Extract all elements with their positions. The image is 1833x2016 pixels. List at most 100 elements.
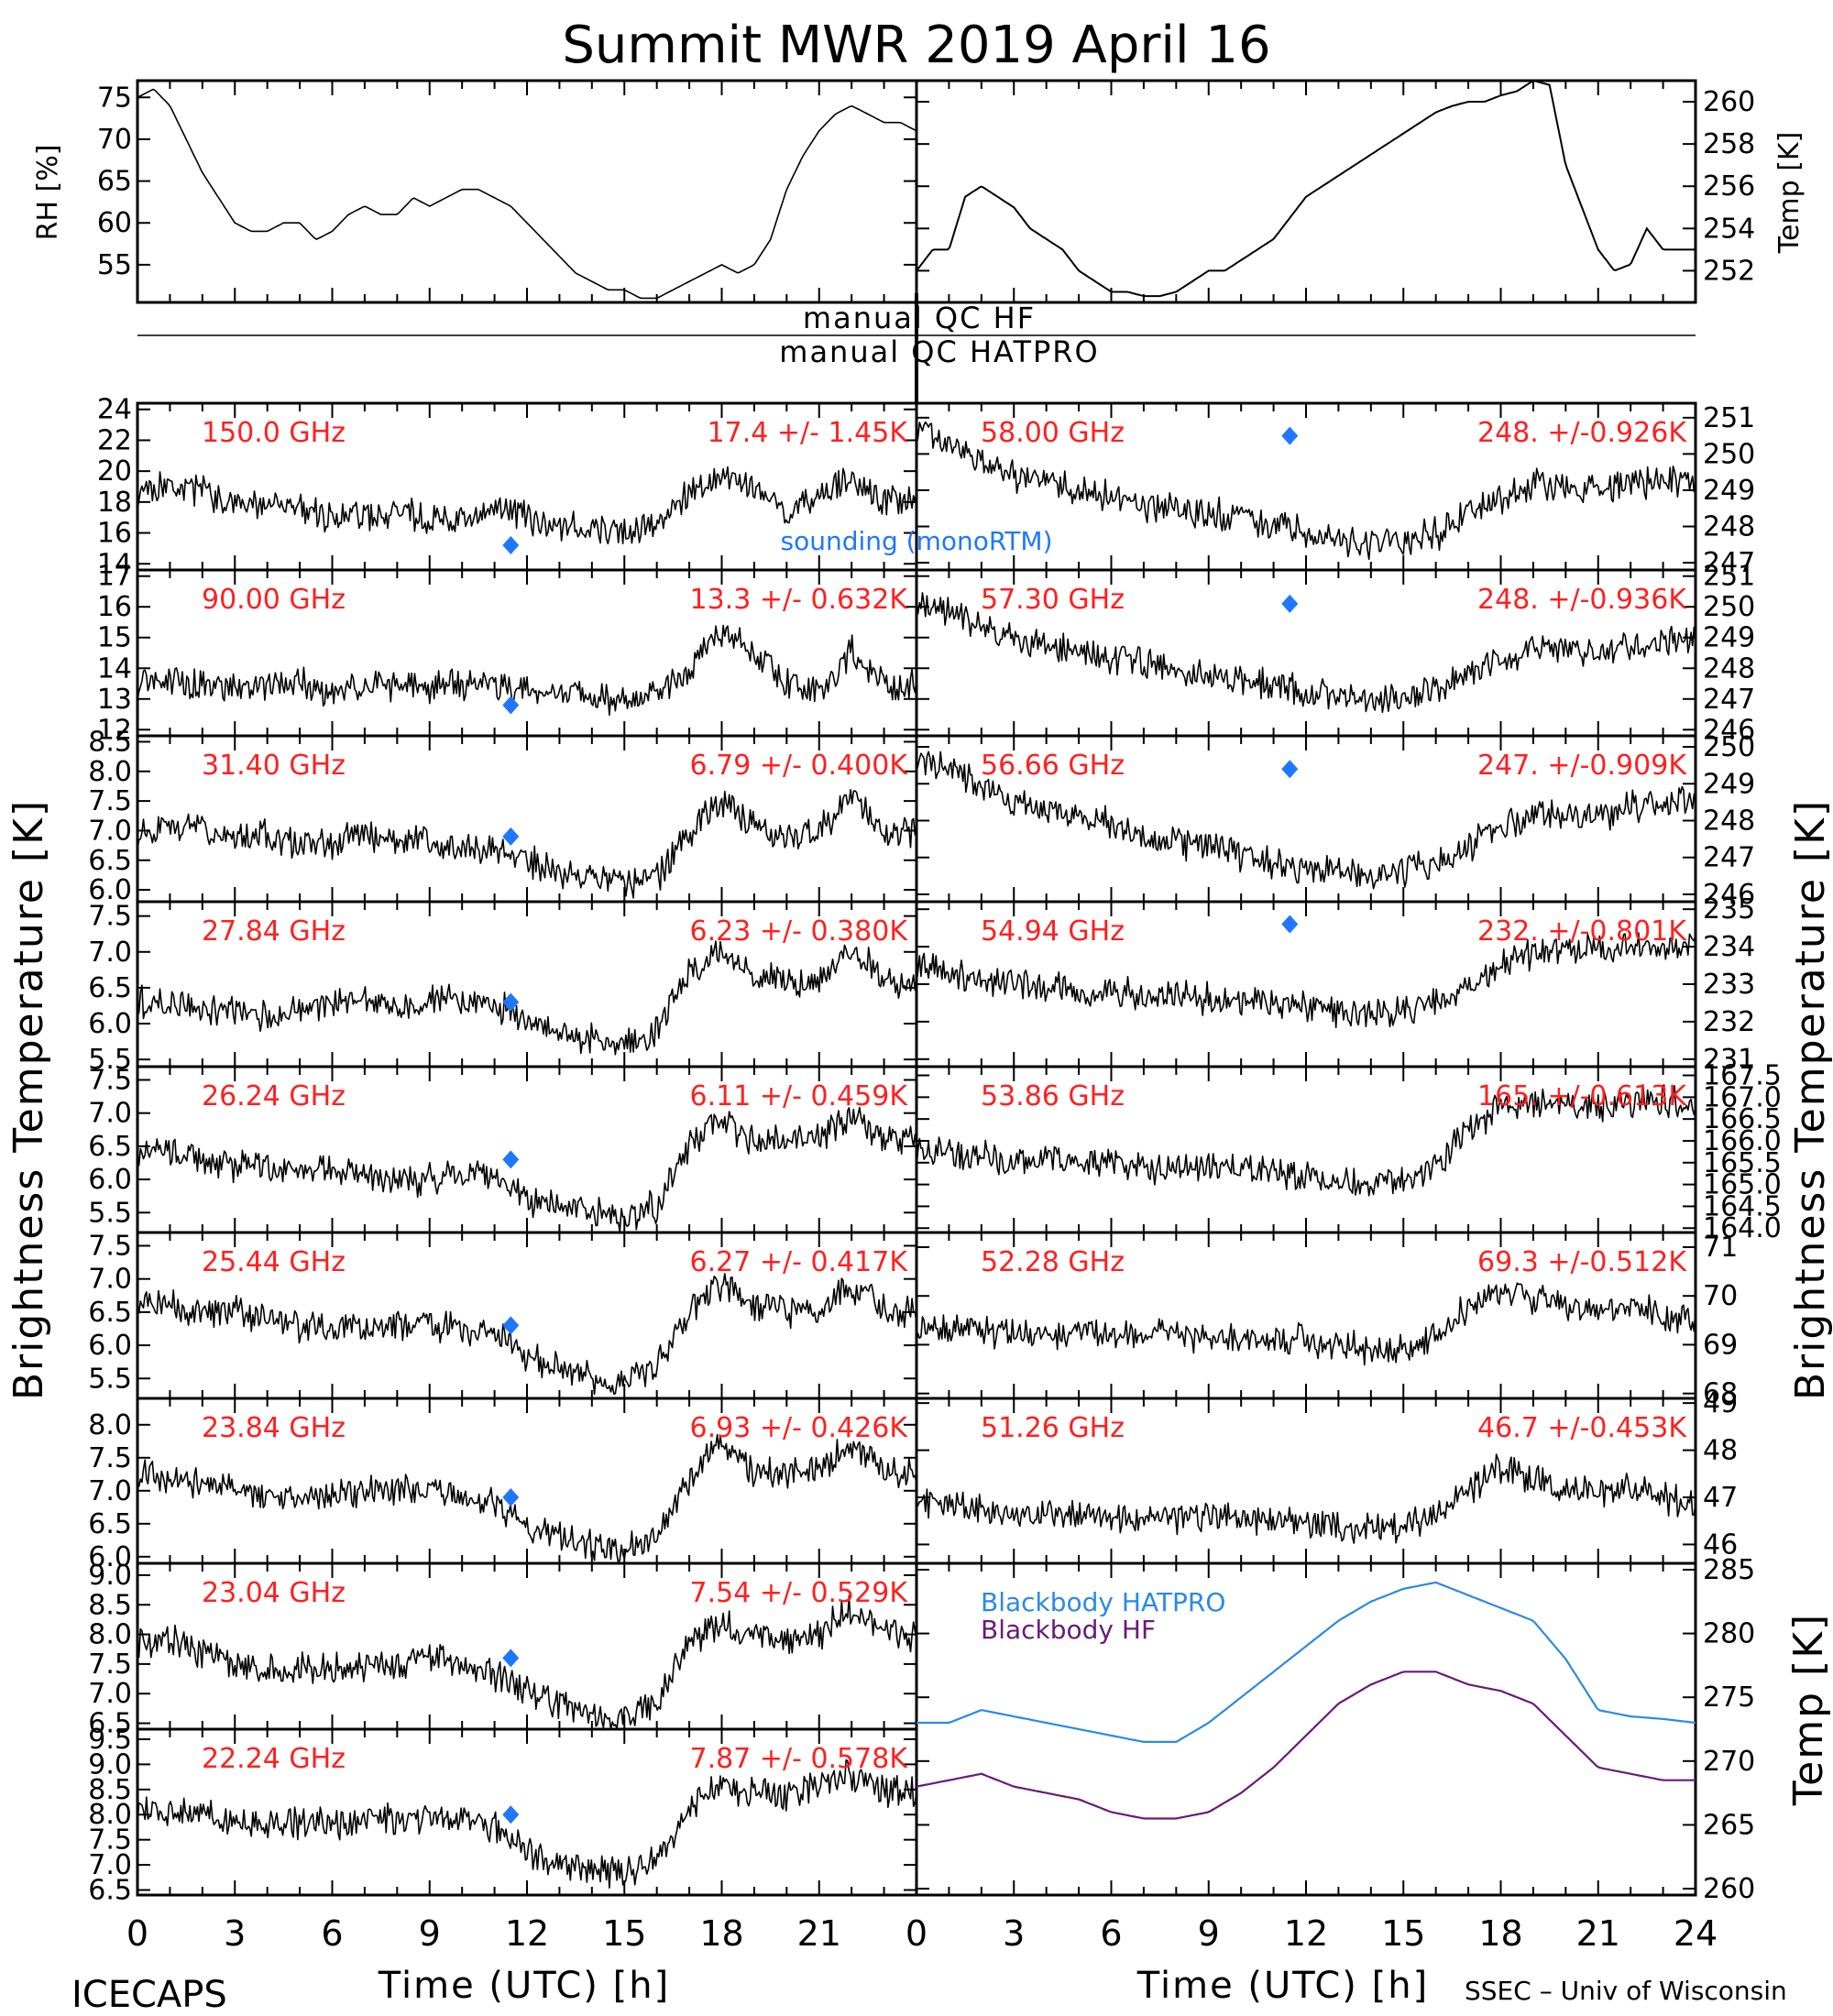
left-ylabel: Brightness Temperature [K] [5,799,52,1400]
y-tick-label: 7.0 [88,1475,132,1507]
channel-label: 27.84 GHz [202,915,346,948]
channel-stat: 46.7 +/-0.453K [1477,1412,1687,1444]
y-tick-label: 8.5 [88,726,132,758]
temp-ylabel: Temp [K] [1773,132,1806,255]
y-tick-label: 8.0 [88,1799,132,1831]
y-tick-label: 167.5 [1703,1060,1782,1092]
y-tick-label: 265 [1703,1809,1755,1841]
y-tick-label: 246 [1703,879,1755,911]
series-line-blackbody-hatpro [916,1581,1696,1743]
channel-label: 90.00 GHz [202,584,346,616]
y-tick-label: 7.5 [88,1442,132,1474]
y-tick-label: 13 [97,684,132,716]
panel-56-66-ghz: 246 247 248 249 250 56.66 GHz 247. +/-0.909K [915,731,1755,911]
sounding-marker [502,992,520,1012]
x-tick-label: 9 [1198,1913,1220,1954]
y-tick-label: 14 [97,652,132,685]
channel-stat: 6.27 +/- 0.417K [690,1246,909,1278]
channel-label: 52.28 GHz [981,1246,1125,1278]
channel-stat: 7.54 +/- 0.529K [690,1577,909,1609]
data-trace [137,1594,917,1730]
bb-temp-ylabel: Temp [K] [1785,1613,1832,1806]
y-tick-label: 8.0 [88,1409,132,1441]
y-tick-label: 248 [1703,652,1755,685]
panel-58-00-ghz: 247 248 249 250 251 58.00 GHz 248. +/-0.926K [915,401,1755,579]
panel-temp: 252 254 256 258 260 [915,79,1755,304]
x-tick-label: 9 [419,1913,441,1954]
y-tick-label: 24 [97,394,132,426]
data-trace [916,1282,1696,1366]
panels: 5560657075252254256258260141618202224150… [88,79,1782,1954]
y-tick-label: 246 [1703,714,1755,746]
y-tick-label: 71 [1703,1232,1738,1264]
data-trace [137,624,917,717]
x-tick-label: 18 [1478,1913,1522,1954]
rh-ylabel: RH [%] [32,145,64,241]
y-tick-label: 6.0 [88,1541,132,1573]
legend-blackbody-hatpro: Blackbody HATPRO [981,1587,1225,1617]
y-tick-label: 15 [97,622,132,654]
y-tick-label: 247 [1703,684,1755,716]
y-tick-label: 7.0 [88,815,132,847]
panel-22-24-ghz: 6.57.07.58.08.59.09.5 22.24 GHz 7.87 +/- 0… [88,1724,918,1907]
y-tick-label: 254 [1703,213,1755,245]
y-tick-label: 55 [97,249,132,281]
y-tick-label: 251 [1703,402,1755,434]
data-trace [916,80,1696,298]
y-tick-label: 249 [1703,622,1755,654]
y-tick-label: 9.0 [88,1748,132,1780]
sounding-marker [1281,594,1299,613]
y-tick-label: 17 [97,561,132,593]
sounding-marker [502,1649,520,1668]
y-tick-label: 6.0 [88,1330,132,1362]
sounding-marker [502,1488,520,1507]
y-tick-label: 5.5 [88,1197,132,1229]
data-trace [137,1106,917,1233]
y-tick-label: 6.5 [88,1708,132,1740]
channel-stat: 17.4 +/- 1.45K [708,417,909,449]
data-trace [137,1759,917,1889]
y-tick-label: 234 [1703,931,1755,963]
y-tick-label: 165.0 [1703,1169,1782,1201]
y-tick-label: 260 [1703,1873,1755,1905]
panel-23-04-ghz: 6.57.07.58.08.59.0 23.04 GHz 7.54 +/- 0.52… [88,1560,918,1740]
qc-hatpro-label: manual QC HATPRO [779,334,1099,369]
y-tick-label: 260 [1703,86,1755,118]
chart-title: Summit MWR 2019 April 16 [562,16,1270,75]
channel-stat: 248. +/-0.936K [1477,584,1687,616]
channel-stat: 7.87 +/- 0.578K [690,1743,909,1775]
y-tick-label: 16 [97,518,132,550]
x-tick-label: 0 [906,1913,927,1954]
y-tick-label: 22 [97,424,132,456]
channel-stat: 247. +/-0.909K [1477,750,1687,782]
y-tick-label: 7.0 [88,1678,132,1710]
y-tick-label: 6.5 [88,1875,132,1907]
channel-stat: 6.93 +/- 0.426K [690,1412,909,1444]
y-tick-label: 5.5 [88,1044,132,1076]
channel-label: 58.00 GHz [981,417,1125,449]
y-tick-label: 247 [1703,547,1755,579]
y-tick-label: 232 [1703,1006,1755,1038]
y-tick-label: 250 [1703,438,1755,470]
y-tick-label: 6.5 [88,1297,132,1329]
x-tick-label: 15 [602,1913,646,1954]
y-tick-label: 20 [97,455,132,488]
x-tick-label: 0 [126,1913,148,1954]
y-tick-label: 7.5 [88,1649,132,1681]
data-trace [916,932,1696,1029]
y-tick-label: 247 [1703,842,1755,874]
y-tick-label: 7.0 [88,1264,132,1296]
y-tick-label: 5.5 [88,1363,132,1395]
y-tick-label: 250 [1703,591,1755,623]
channel-stat: 6.79 +/- 0.400K [690,750,909,782]
data-trace [137,88,917,300]
x-tick-label: 3 [224,1913,246,1954]
x-tick-label: 6 [1100,1913,1122,1954]
y-tick-label: 6.0 [88,1164,132,1196]
channel-label: 51.26 GHz [981,1412,1125,1444]
y-tick-label: 46 [1703,1528,1738,1561]
x-tick-label: 24 [1674,1913,1718,1954]
y-tick-label: 18 [97,487,132,519]
